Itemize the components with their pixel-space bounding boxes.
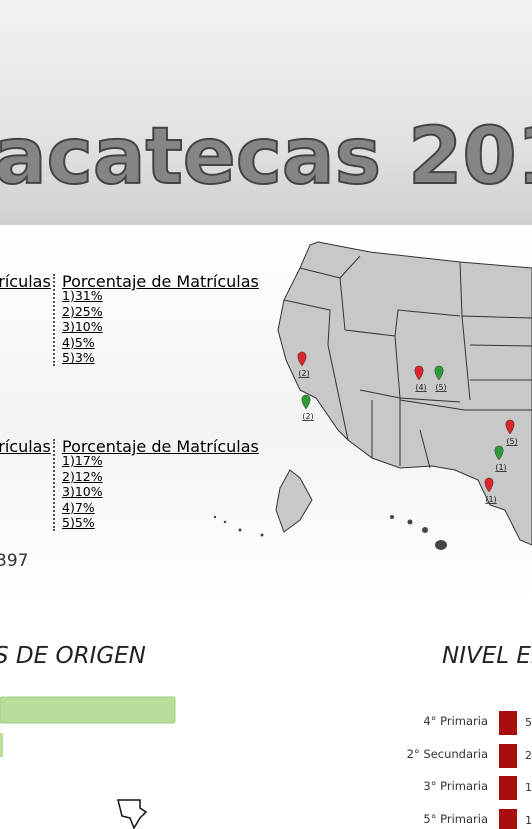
pin-label: (1) <box>495 463 506 472</box>
map-pin <box>434 365 444 381</box>
pin-label: (5) <box>435 383 446 392</box>
list-item: 4)7% <box>62 499 95 515</box>
list-item: 3)10% <box>62 484 103 500</box>
list-item: 2)12% <box>62 468 103 484</box>
list-item: 4)5% <box>62 334 95 350</box>
header <box>0 0 532 225</box>
section-title: NIVEL EL <box>442 643 532 669</box>
hand-icon <box>117 799 148 829</box>
map-pin <box>494 445 504 461</box>
map-pin <box>484 477 494 493</box>
divider <box>53 439 55 531</box>
level-value: 5 <box>525 716 532 729</box>
map-pin <box>505 419 515 435</box>
list-item: 1)31% <box>62 288 103 303</box>
level-label: 5° Primaria <box>423 811 488 826</box>
level-value: 1 <box>525 813 532 827</box>
list-item: 1)17% <box>62 453 103 468</box>
pin-label: (2) <box>298 369 309 378</box>
pin-label: (2) <box>302 412 313 421</box>
level-bar <box>499 776 517 800</box>
level-value: 2 <box>525 748 532 762</box>
total: 397 <box>0 551 29 571</box>
level-label: 2° Secundaria <box>406 746 488 761</box>
map-pin <box>414 365 424 381</box>
list-header: Porcentaje de Matrículas <box>62 437 259 456</box>
map-pin <box>297 351 307 367</box>
level-bar <box>499 743 517 768</box>
pin-label: (1) <box>485 495 496 504</box>
level-value: 1 <box>525 781 532 794</box>
list-item: 3)10% <box>62 319 103 335</box>
list-header: trículas <box>0 437 51 456</box>
origin-bar <box>0 696 176 724</box>
map-pin <box>301 394 311 410</box>
level-label: 3° Primaria <box>423 779 488 793</box>
pin-label: (5) <box>506 437 517 446</box>
level-bar <box>499 808 517 829</box>
level-label: 4° Primaria <box>423 714 488 728</box>
title: acatecas 2017 <box>0 111 532 203</box>
list-header: trículas <box>0 272 51 291</box>
list-header: Porcentaje de Matrículas <box>62 272 259 291</box>
list-item: 5)3% <box>62 350 95 366</box>
section-title: S DE ORIGEN <box>0 643 146 669</box>
pin-label: (4) <box>415 383 426 392</box>
list-item: 2)25% <box>62 303 103 319</box>
divider <box>53 274 55 366</box>
origin-bar <box>0 733 3 757</box>
level-bar <box>499 711 517 735</box>
list-item: 5)5% <box>62 515 95 531</box>
